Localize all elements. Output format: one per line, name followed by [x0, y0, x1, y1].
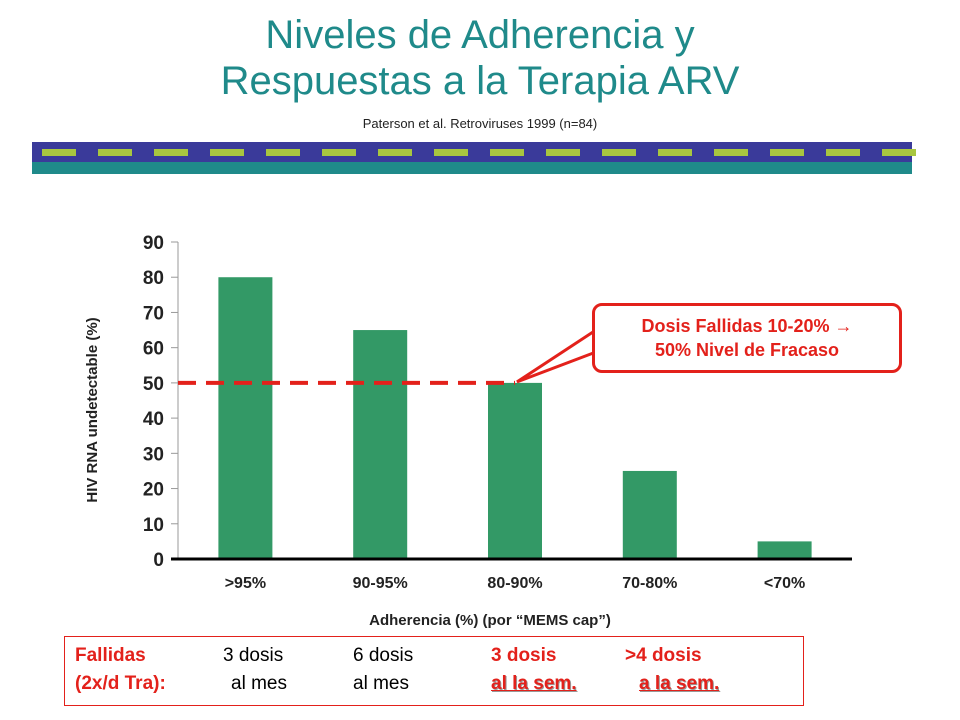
bar-3: [622, 470, 677, 559]
band-dash: [826, 149, 860, 156]
bar-2: [488, 382, 542, 559]
y-tick-label: 10: [143, 515, 164, 536]
legend-r1-c4: >4 dosis: [625, 645, 702, 666]
y-tick-label: 50: [143, 374, 164, 395]
band-dash: [658, 149, 692, 156]
legend-r2-c1: al mes: [231, 673, 287, 694]
y-tick-label: 40: [143, 409, 164, 430]
band-dash: [322, 149, 356, 156]
band-dash: [266, 149, 300, 156]
band-dash: [98, 149, 132, 156]
x-axis-title: Adherencia (%) (por “MEMS cap”): [369, 612, 611, 629]
legend-r2-c0: (2x/d Tra):: [75, 673, 166, 694]
x-tick-label: <70%: [764, 575, 805, 592]
band-dash: [434, 149, 468, 156]
band-dash: [42, 149, 76, 156]
band-dash: [546, 149, 580, 156]
band-dash: [714, 149, 748, 156]
callout-line-1: Dosis Fallidas 10-20% →: [641, 316, 853, 336]
title-line-1: Niveles de Adherencia y: [265, 13, 695, 57]
citation: Paterson et al. Retroviruses 1999 (n=84): [362, 116, 598, 131]
callout-box: Dosis Fallidas 10-20% → 50% Nivel de Fra…: [592, 303, 902, 373]
decorative-dashes: [32, 149, 916, 156]
x-tick-label: 90-95%: [353, 575, 408, 592]
y-tick-label: 20: [143, 480, 164, 501]
x-tick-label: 80-90%: [487, 575, 542, 592]
callout-line-2: 50% Nivel de Fracaso: [654, 340, 840, 360]
slide-title: Niveles de Adherencia y Respuestas a la …: [0, 12, 960, 104]
y-tick-label: 30: [143, 444, 164, 465]
x-tick-label: 70-80%: [622, 575, 677, 592]
legend-r1-c1: 3 dosis: [223, 645, 284, 666]
x-tick-label: >95%: [225, 575, 266, 592]
decorative-band-top: [32, 142, 912, 162]
missed-doses-legend: Fallidas 3 dosis 6 dosis 3 dosis >4 dosi…: [64, 636, 804, 706]
bar-0: [218, 277, 273, 559]
band-dash: [378, 149, 412, 156]
y-axis-title: HIV RNA undetectable (%): [84, 317, 101, 502]
legend-row-2: (2x/d Tra): al mes al mes al la sem. a l…: [65, 673, 805, 697]
bar-4: [757, 541, 812, 559]
y-tick-label: 90: [143, 233, 164, 254]
band-dash: [882, 149, 916, 156]
band-dash: [602, 149, 636, 156]
legend-r2-c2: al mes: [353, 673, 409, 694]
y-tick-label: 80: [143, 268, 164, 289]
y-tick-label: 0: [153, 550, 164, 571]
band-dash: [490, 149, 524, 156]
title-line-2: Respuestas a la Terapia ARV: [220, 59, 740, 103]
legend-row-1: Fallidas 3 dosis 6 dosis 3 dosis >4 dosi…: [65, 645, 805, 669]
legend-r1-c3: 3 dosis: [491, 645, 557, 666]
legend-r2-c4: a la sem.: [639, 673, 720, 694]
callout-pointer: [516, 327, 598, 384]
band-dash: [770, 149, 804, 156]
bar-1: [353, 330, 408, 559]
y-tick-label: 70: [143, 303, 164, 324]
band-dash: [210, 149, 244, 156]
y-tick-label: 60: [143, 339, 164, 360]
legend-r1-c0: Fallidas: [75, 645, 146, 666]
legend-r1-c2: 6 dosis: [353, 645, 414, 666]
legend-r2-c3: al la sem.: [491, 673, 577, 694]
decorative-band-bottom: [32, 162, 912, 174]
band-dash: [154, 149, 188, 156]
